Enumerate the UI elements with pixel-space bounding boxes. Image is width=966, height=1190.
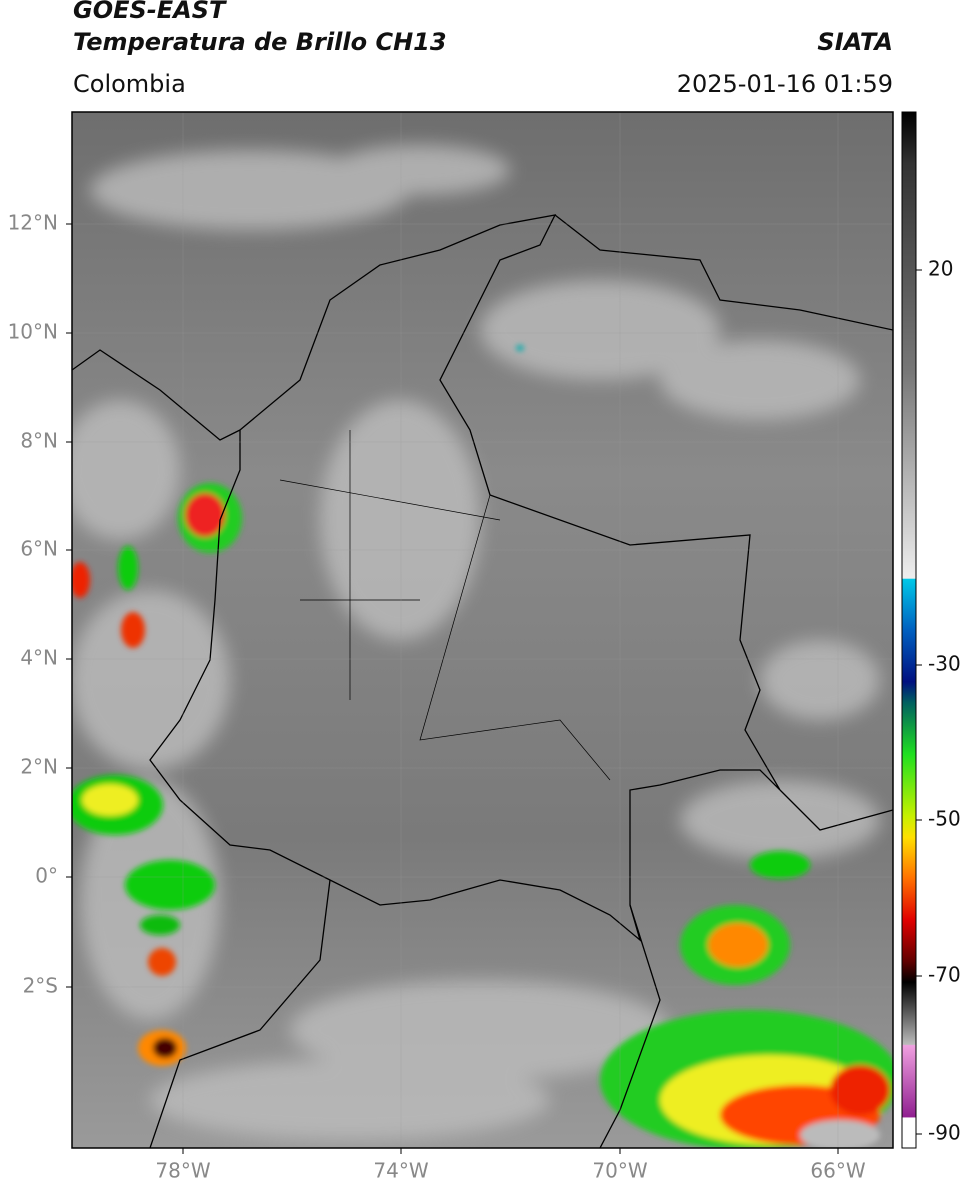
convection bbox=[72, 345, 893, 1148]
lon-label: 66°W bbox=[810, 1159, 865, 1183]
grid bbox=[72, 112, 893, 1148]
lat-label: 6°N bbox=[20, 537, 58, 561]
lon-label: 78°W bbox=[155, 1159, 210, 1183]
colorbar-label: -30 bbox=[928, 652, 961, 676]
lat-label: 12°N bbox=[8, 211, 58, 235]
clouds bbox=[72, 145, 880, 1140]
lat-label: 0° bbox=[35, 864, 58, 888]
timestamp: 2025-01-16 01:59 bbox=[676, 70, 893, 98]
satellite-image bbox=[72, 112, 893, 1148]
lat-label: 4°N bbox=[20, 646, 58, 670]
lat-label: 2°S bbox=[23, 974, 58, 998]
source: SIATA bbox=[817, 28, 893, 56]
lat-label: 2°N bbox=[20, 755, 58, 779]
colorbar bbox=[901, 111, 917, 1149]
colorbar-label: -70 bbox=[928, 963, 961, 987]
lon-label: 74°W bbox=[373, 1159, 428, 1183]
map-frame bbox=[71, 111, 894, 1149]
title-line-2: Temperatura de Brillo CH13 bbox=[73, 28, 447, 56]
borders bbox=[72, 214, 893, 1148]
colorbar-label: -90 bbox=[928, 1121, 961, 1145]
colorbar-label: -50 bbox=[928, 807, 961, 831]
lat-label: 8°N bbox=[20, 429, 58, 453]
lon-label: 70°W bbox=[592, 1159, 647, 1183]
region: Colombia bbox=[73, 70, 186, 98]
title-line-1: GOES-EAST bbox=[73, 0, 226, 24]
colorbar-label: 20 bbox=[928, 257, 953, 281]
lat-label: 10°N bbox=[8, 320, 58, 344]
